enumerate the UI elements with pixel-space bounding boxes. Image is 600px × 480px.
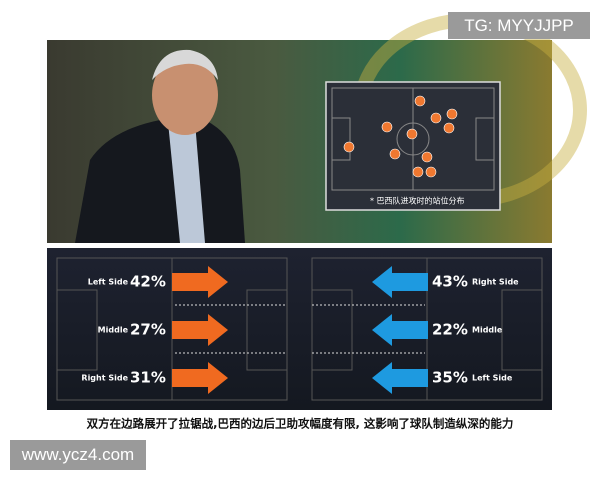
player-dot xyxy=(406,128,418,140)
arrow xyxy=(372,362,428,394)
arrow xyxy=(172,314,228,346)
side-label: Right Side xyxy=(81,374,128,383)
stats-panel xyxy=(47,248,552,410)
side-label: Left Side xyxy=(88,278,129,287)
player-dot xyxy=(389,148,401,160)
player-dot xyxy=(425,166,437,178)
watermark-bottom: www.ycz4.com xyxy=(10,440,146,470)
player-dot xyxy=(443,122,455,134)
separators xyxy=(175,304,425,354)
inset-caption: * 巴西队进攻时的站位分布 xyxy=(370,196,465,206)
percent: 27% xyxy=(130,321,166,339)
coach-figure xyxy=(75,49,245,243)
side-label: Middle xyxy=(472,326,503,335)
player-dots xyxy=(343,95,458,178)
arrow xyxy=(372,266,428,298)
player-dot xyxy=(381,121,393,133)
arrow xyxy=(172,266,228,298)
rows: Left Side 42%Middle 27%Right Side 31%43% Rig… xyxy=(81,266,519,394)
player-dot xyxy=(343,141,355,153)
side-label: Middle xyxy=(98,326,129,335)
caption: 双方在边路展开了拉锯战,巴西的边后卫助攻幅度有限, 这影响了球队制造纵深的能力 xyxy=(86,417,514,431)
percent: 35% xyxy=(432,369,468,387)
percent: 43% xyxy=(432,273,468,291)
arrow xyxy=(172,362,228,394)
percent: 22% xyxy=(432,321,468,339)
watermark-top: TG: MYYJJPP xyxy=(448,12,590,39)
player-dot xyxy=(412,166,424,178)
player-dot xyxy=(446,108,458,120)
percent: 42% xyxy=(130,273,166,291)
player-dot xyxy=(430,112,442,124)
player-dot xyxy=(414,95,426,107)
percent: 31% xyxy=(130,369,166,387)
side-label: Left Side xyxy=(472,374,513,383)
side-label: Right Side xyxy=(472,278,519,287)
player-dot xyxy=(421,151,433,163)
arrow xyxy=(372,314,428,346)
inset-pitch xyxy=(325,81,501,211)
